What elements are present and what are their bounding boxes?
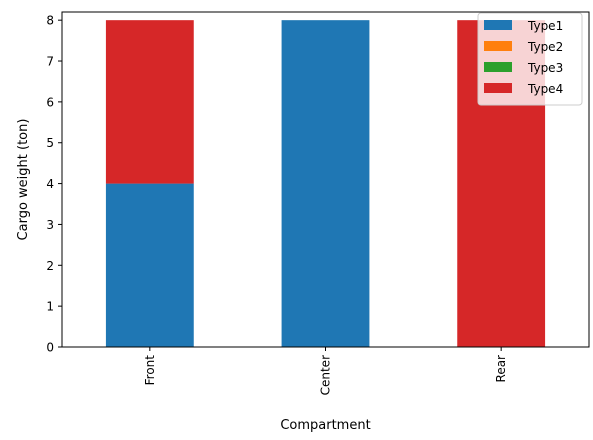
bar-center-type1 (281, 20, 370, 347)
legend-label-type1: Type1 (527, 19, 563, 33)
y-tick-label: 6 (46, 95, 54, 109)
y-tick-label: 1 (46, 300, 54, 314)
y-tick-label: 0 (46, 341, 54, 355)
x-tick-label-rear: Rear (494, 355, 508, 383)
y-tick-label: 7 (46, 55, 54, 69)
legend-swatch-type2 (484, 41, 512, 51)
y-tick-label: 4 (46, 177, 54, 191)
x-tick-label-front: Front (143, 355, 157, 386)
bar-front-type4 (105, 20, 194, 184)
y-axis-label: Cargo weight (ton) (16, 119, 31, 241)
x-axis: Front Center Rear (143, 347, 508, 395)
y-tick-label: 8 (46, 14, 54, 28)
legend: Type1 Type2 Type3 Type4 (477, 12, 583, 106)
x-axis-label: Compartment (280, 418, 370, 433)
x-tick-label-center: Center (319, 355, 333, 395)
plot-frame (61, 11, 590, 348)
y-tick-label: 3 (46, 218, 54, 232)
legend-label-type2: Type2 (527, 40, 563, 54)
legend-swatch-type3 (484, 62, 512, 72)
legend-swatch-type4 (484, 83, 512, 93)
legend-label-type4: Type4 (527, 82, 563, 96)
y-tick-label: 2 (46, 259, 54, 273)
legend-label-type3: Type3 (527, 61, 563, 75)
legend-box (477, 12, 583, 106)
y-axis: 0 1 2 3 4 5 6 7 8 (46, 14, 62, 355)
legend-swatch-type1 (484, 20, 512, 30)
bar-front-type1 (105, 183, 194, 347)
y-tick-label: 5 (46, 136, 54, 150)
